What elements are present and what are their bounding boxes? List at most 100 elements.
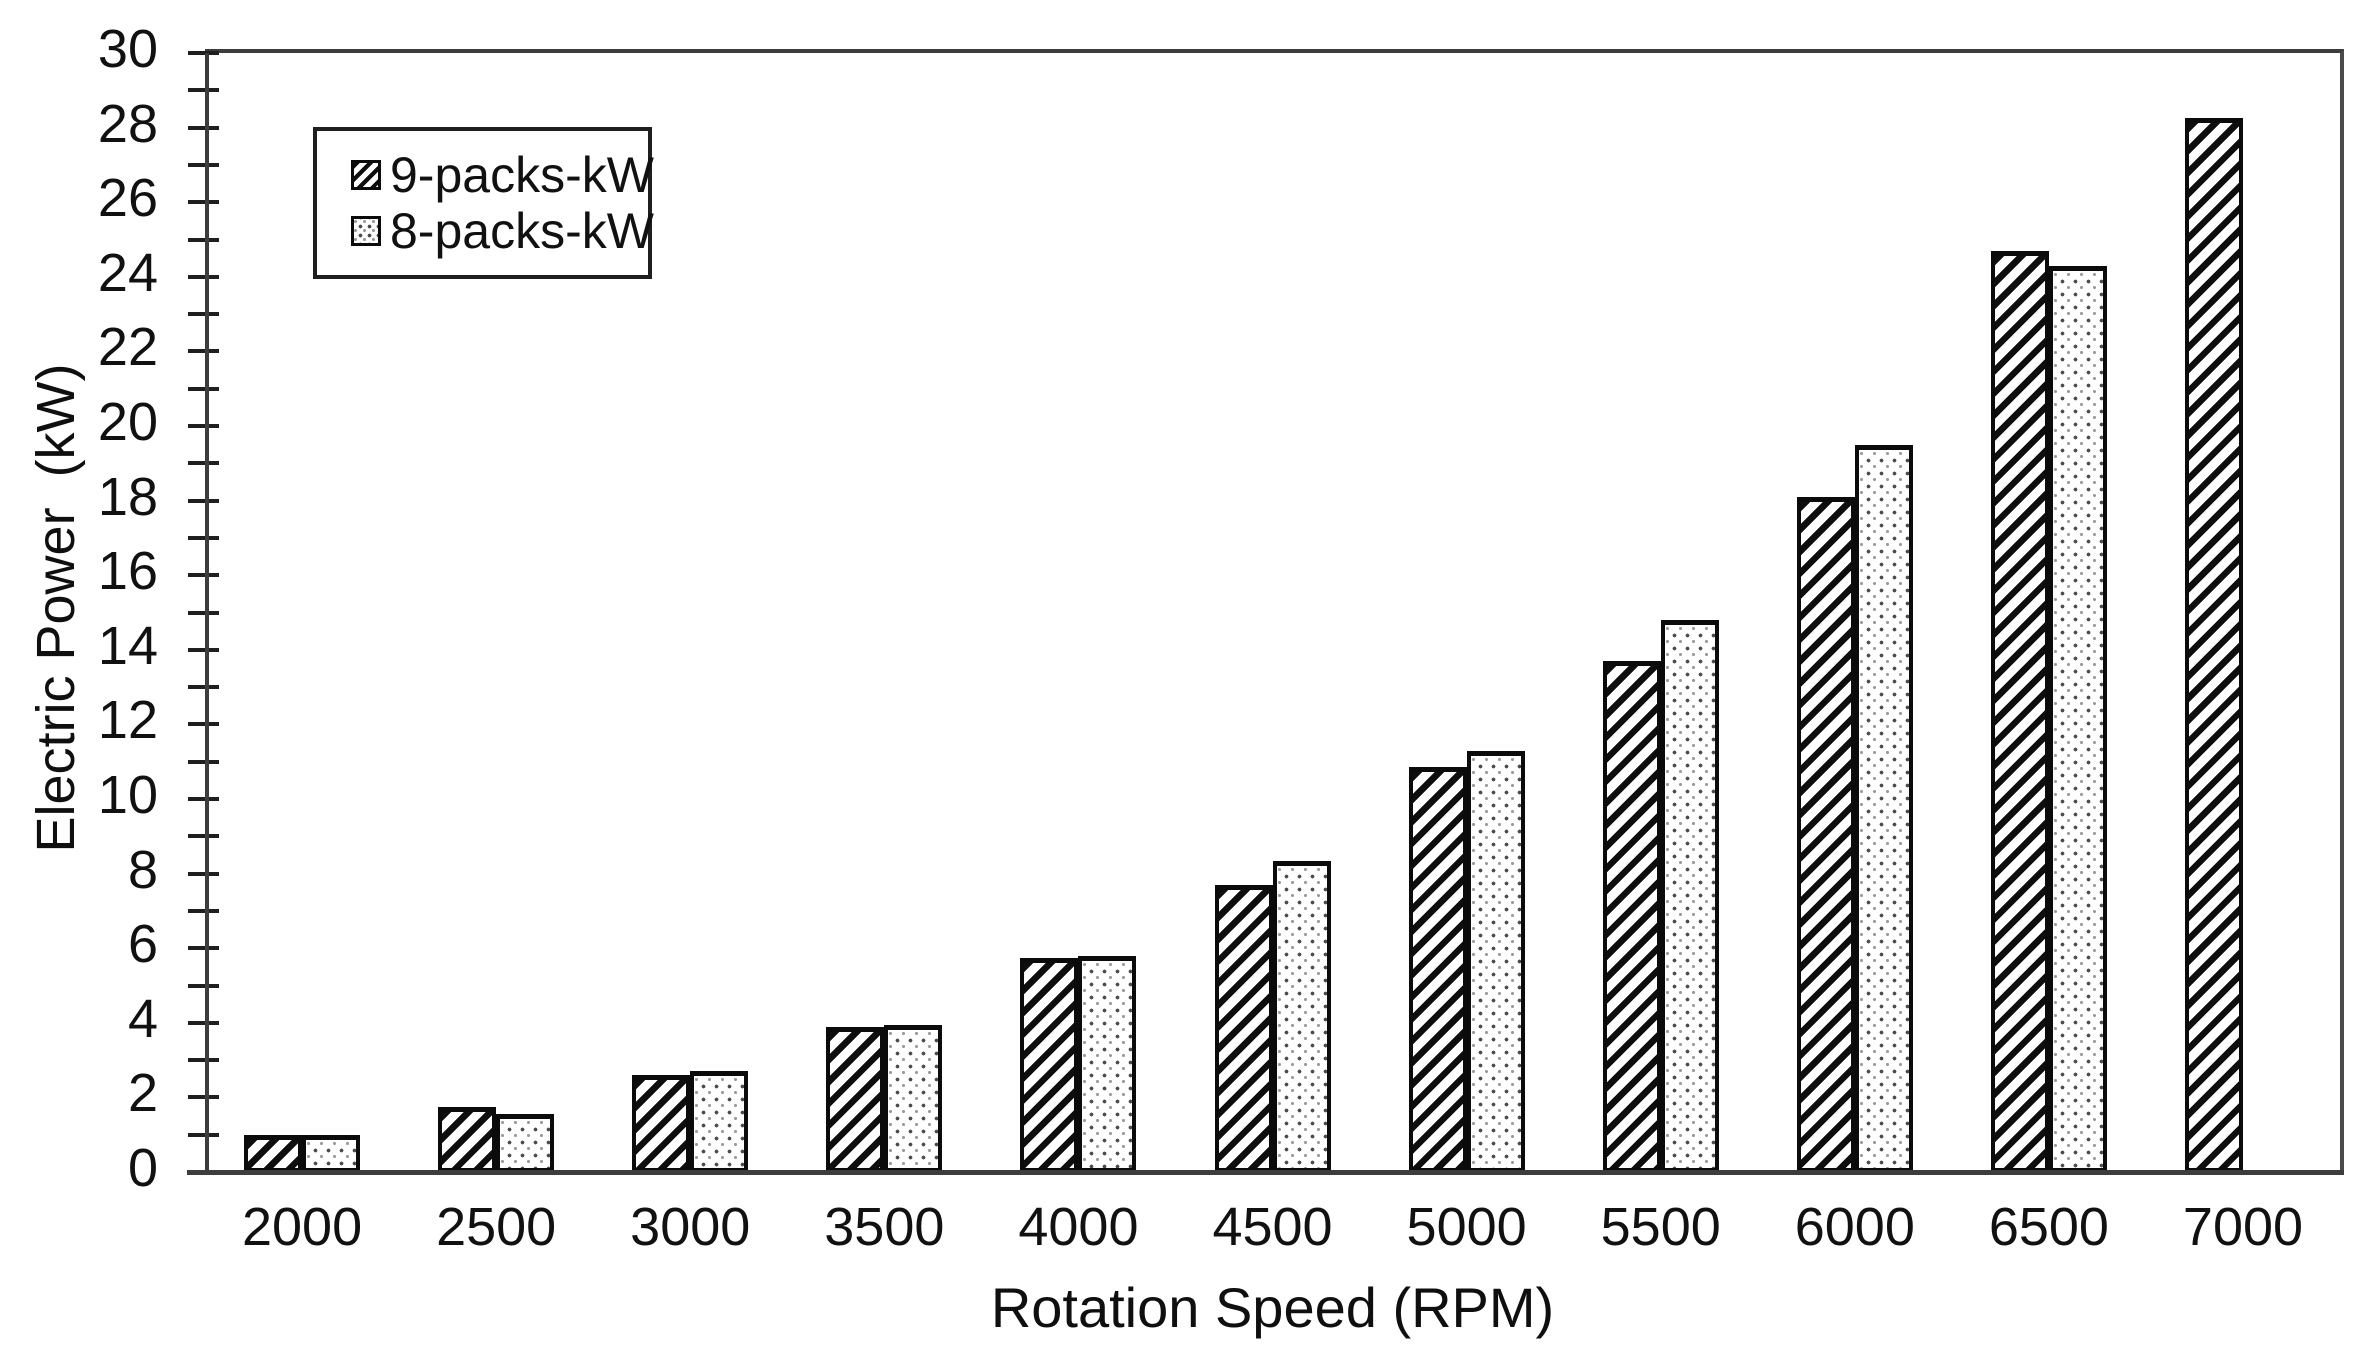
- category-slot: [399, 53, 593, 1172]
- x-tick-label: 3000: [630, 1197, 751, 1257]
- bar-8-packs-kW: [302, 1134, 361, 1172]
- y-tick: [188, 424, 219, 428]
- y-tick: [188, 349, 219, 354]
- x-axis-line: [187, 1170, 2344, 1175]
- x-tick-label: 4500: [1212, 1197, 1333, 1257]
- y-tick: [188, 1058, 219, 1063]
- category-slot: [1952, 53, 2146, 1172]
- y-tick: [188, 647, 219, 652]
- bar-pair: [1796, 53, 1913, 1172]
- bar-8-packs-kW: [1660, 619, 1719, 1172]
- bar-pair: [1020, 53, 1137, 1172]
- y-tick-label: 28: [97, 93, 158, 154]
- bar-9-packs-kW: [632, 1075, 691, 1172]
- y-tick: [188, 1132, 219, 1137]
- bar-9-packs-kW: [1214, 884, 1273, 1172]
- y-tick: [188, 312, 219, 317]
- y-tick: [188, 983, 219, 988]
- legend-items: 9-packs-kW 8-packs-kW: [351, 147, 654, 259]
- y-tick: [188, 237, 219, 242]
- plot-area: 9-packs-kW 8-packs-kW: [187, 49, 2344, 1175]
- bars-container: [205, 53, 2340, 1172]
- bar-9-packs-kW: [438, 1106, 497, 1172]
- y-tick: [188, 610, 219, 615]
- legend-label: 9-packs-kW: [390, 147, 654, 203]
- bar-9-packs-kW: [1602, 661, 1661, 1172]
- bar-8-packs-kW: [1854, 444, 1913, 1172]
- y-tick: [188, 946, 219, 951]
- y-tick: [188, 162, 219, 167]
- y-tick-label: 6: [127, 914, 158, 975]
- y-tick-label: 10: [97, 765, 158, 825]
- y-tick: [188, 125, 219, 130]
- y-tick-label: 24: [97, 242, 158, 303]
- y-tick: [188, 834, 219, 839]
- y-tick: [188, 759, 219, 764]
- dots-swatch-icon: [351, 216, 381, 246]
- x-tick-label: 2000: [241, 1197, 363, 1257]
- y-tick: [188, 51, 219, 55]
- y-tick-label: 2: [127, 1063, 158, 1124]
- y-tick-label: 14: [97, 615, 158, 676]
- y-tick: [188, 498, 219, 503]
- y-axis-line: [205, 53, 209, 1172]
- x-tick-label: 3500: [824, 1197, 945, 1257]
- x-tick-label: 2500: [436, 1197, 557, 1257]
- y-tick: [188, 908, 219, 913]
- y-tick-label: 18: [97, 466, 158, 527]
- bar-9-packs-kW: [2184, 118, 2243, 1172]
- bar-pair: [632, 53, 749, 1172]
- bar-pair: [1214, 53, 1331, 1172]
- bar-8-packs-kW: [690, 1071, 749, 1172]
- y-tick: [188, 1095, 219, 1100]
- legend-item: 9-packs-kW: [351, 147, 654, 203]
- x-axis-tick-labels: 2000 2500 3000 3500 4000 4500 5000 5500 6000 6500…: [205, 1196, 2340, 1258]
- y-tick: [188, 722, 219, 727]
- bar-pair: [244, 53, 361, 1172]
- y-tick: [188, 797, 219, 801]
- y-tick: [188, 200, 219, 205]
- category-slot: [2146, 53, 2340, 1172]
- bar-8-packs-kW: [1078, 955, 1137, 1172]
- y-tick: [188, 461, 219, 466]
- y-tick: [188, 1020, 219, 1025]
- y-tick-label: 26: [97, 168, 158, 229]
- y-tick-label: 22: [97, 317, 158, 378]
- bar-8-packs-kW: [1272, 860, 1331, 1172]
- y-tick-label: 0: [127, 1138, 158, 1198]
- y-tick-label: 16: [97, 541, 158, 602]
- x-axis-title: Rotation Speed (RPM): [990, 1276, 1555, 1339]
- x-tick-label: 6500: [1988, 1197, 2109, 1257]
- category-slot: [981, 53, 1175, 1172]
- x-tick-label: 7000: [2182, 1197, 2304, 1257]
- y-axis-tick-labels: 0 2 4 6 8 10 12 14 16 18 20 22 24 26 28 30: [0, 19, 158, 1198]
- bar-8-packs-kW: [884, 1024, 943, 1172]
- bar-pair: [438, 53, 555, 1172]
- y-tick-label: 20: [97, 392, 158, 452]
- diagonal-hatch-swatch-icon: [351, 160, 381, 190]
- bar-9-packs-kW: [244, 1134, 303, 1172]
- category-slot: [1564, 53, 1758, 1172]
- bar-9-packs-kW: [1408, 767, 1467, 1172]
- bar-pair: [1408, 53, 1525, 1172]
- bar-8-packs-kW: [1466, 750, 1525, 1172]
- legend: 9-packs-kW 8-packs-kW: [313, 127, 654, 279]
- bar-pair: [826, 53, 943, 1172]
- y-tick-label: 30: [97, 19, 158, 79]
- y-tick: [188, 535, 219, 540]
- bar-pair: [1602, 53, 1719, 1172]
- x-tick-label: 6000: [1794, 1197, 1915, 1257]
- legend-item: 8-packs-kW: [351, 203, 654, 259]
- x-tick-label: 5500: [1600, 1197, 1721, 1257]
- category-slot: [205, 53, 399, 1172]
- legend-label: 8-packs-kW: [390, 203, 654, 259]
- bar-9-packs-kW: [1990, 250, 2049, 1172]
- bar-pair: [1990, 53, 2107, 1172]
- y-tick: [188, 685, 219, 690]
- bar-9-packs-kW: [826, 1026, 885, 1172]
- category-slot: [787, 53, 981, 1172]
- bar-9-packs-kW: [1020, 957, 1079, 1172]
- x-tick-label: 5000: [1406, 1197, 1527, 1257]
- y-tick-label: 8: [127, 839, 158, 900]
